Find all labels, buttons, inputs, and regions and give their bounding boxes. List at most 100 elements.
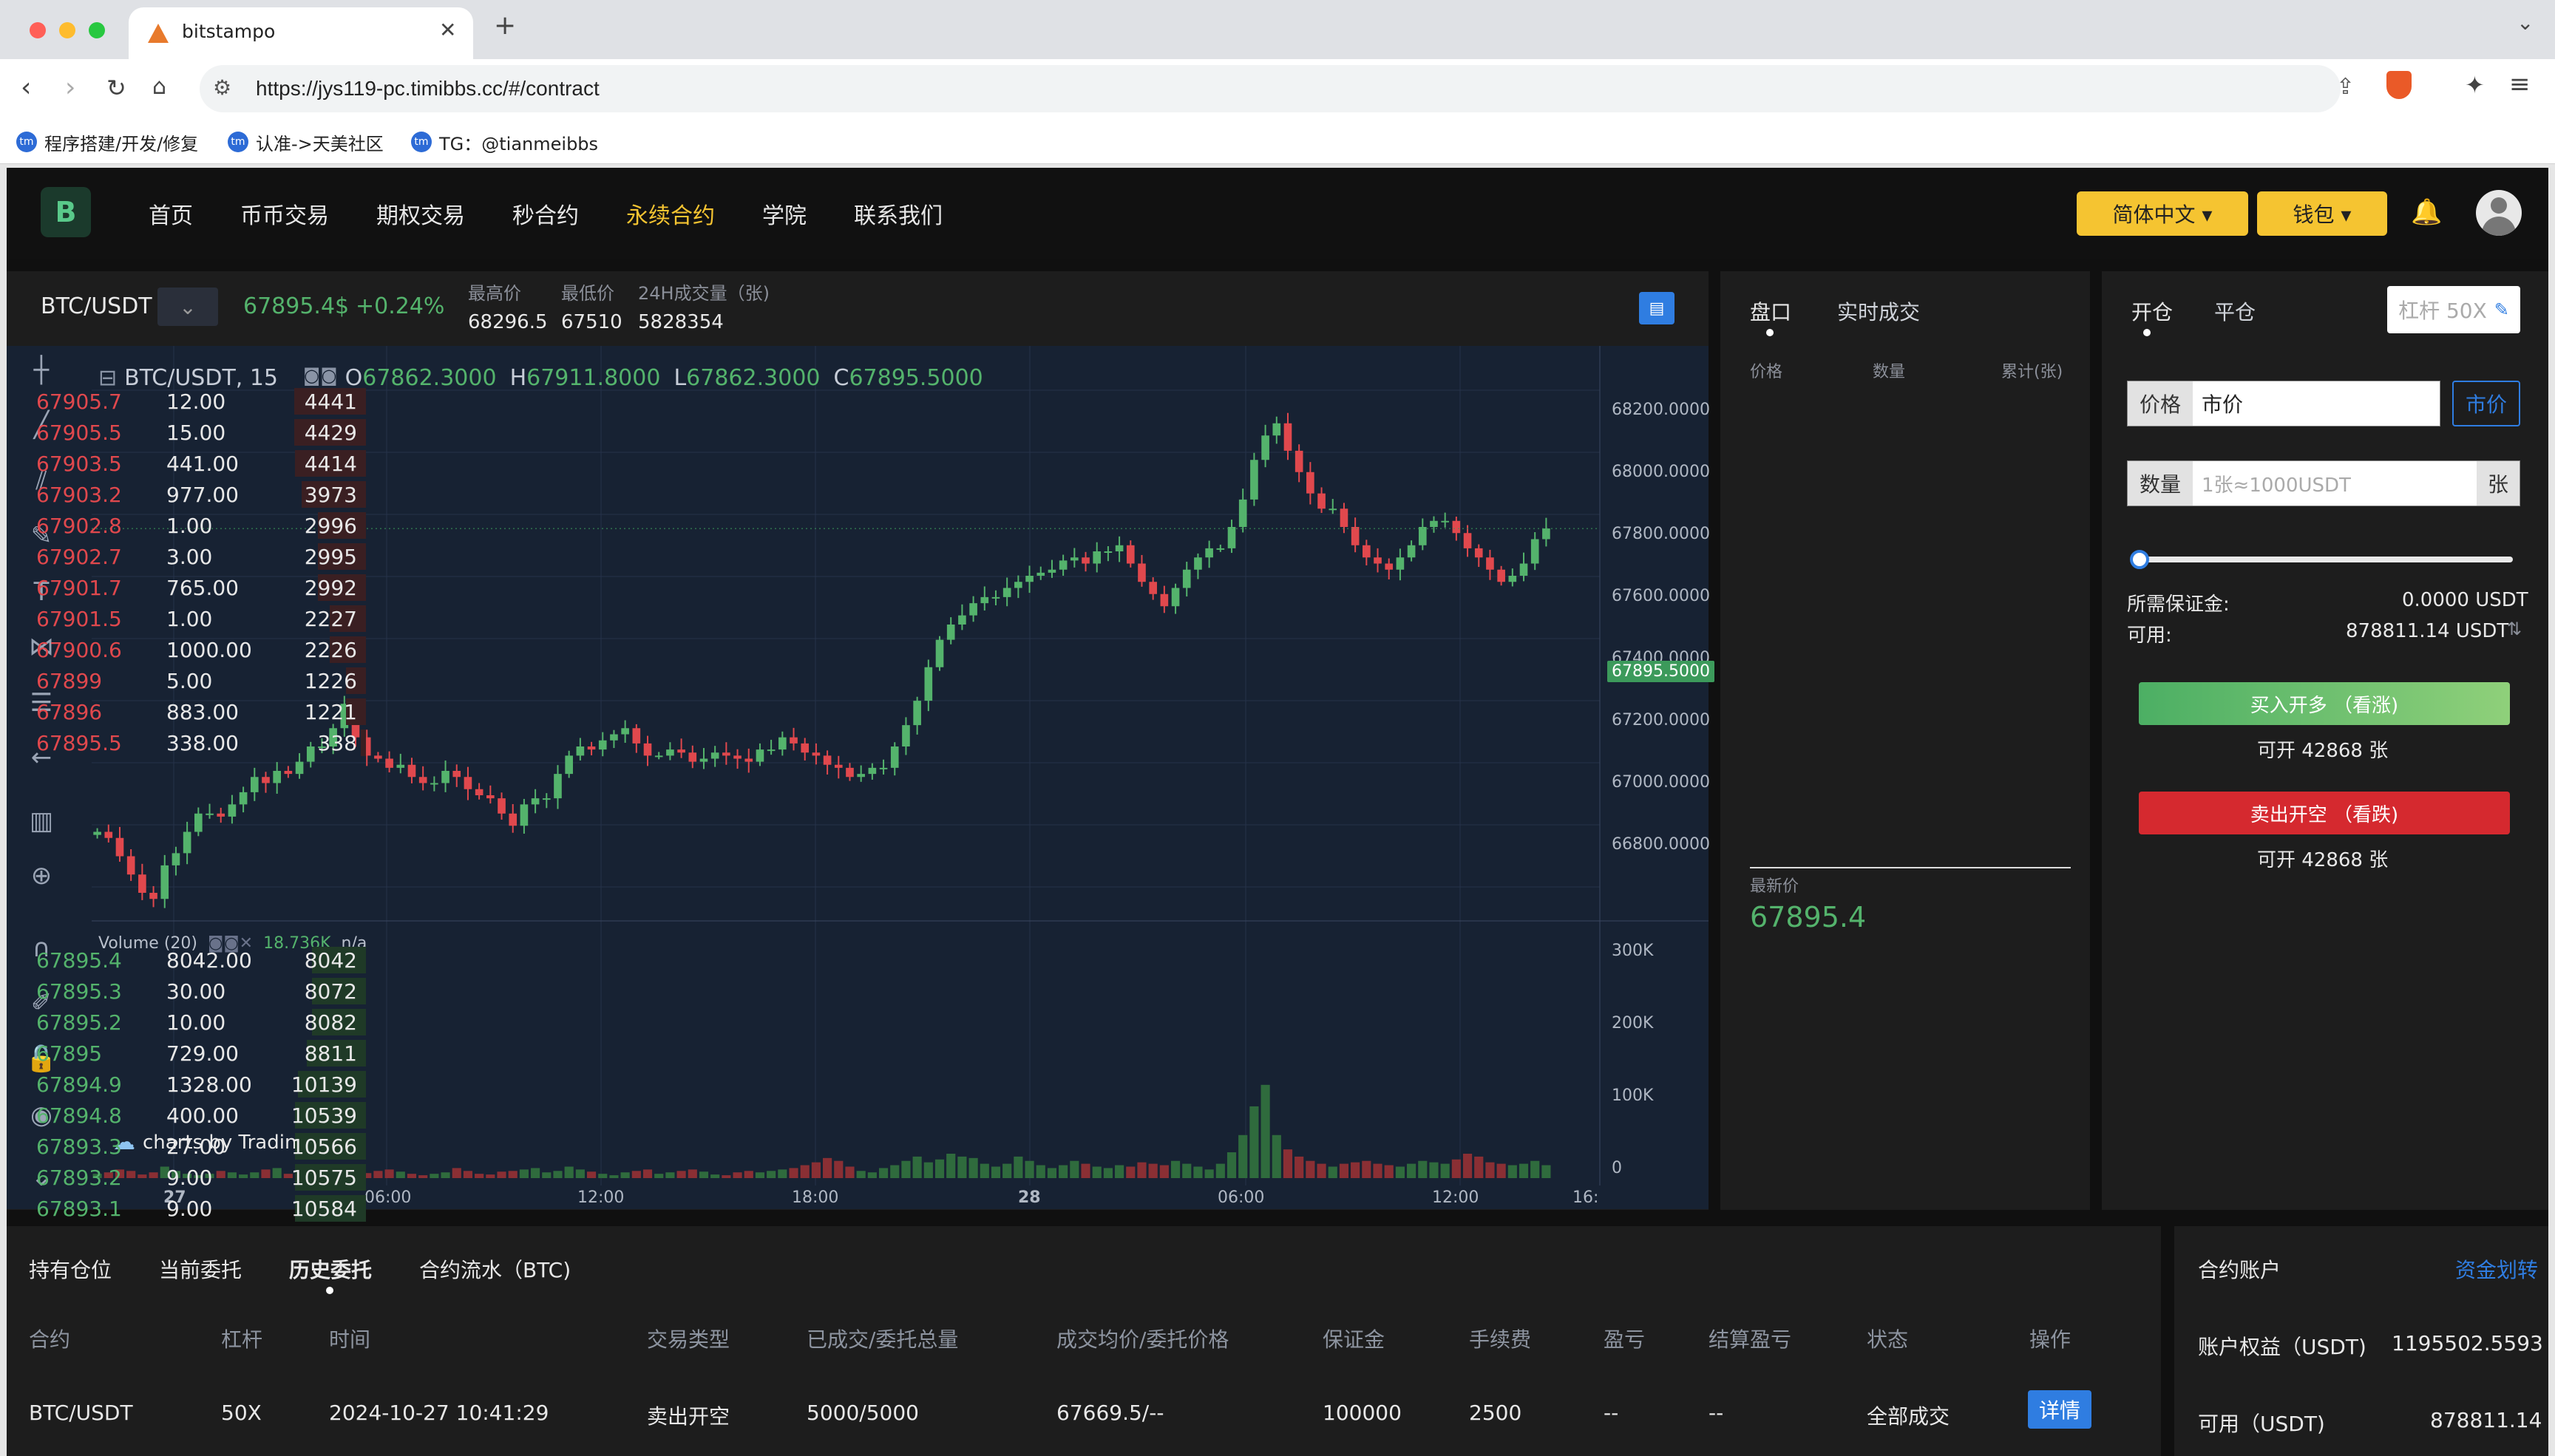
- fib-icon[interactable]: ⫽: [35, 466, 47, 496]
- tab-contract-ledger[interactable]: 合约流水（BTC): [419, 1258, 571, 1282]
- bid-row[interactable]: 67893.2 9.00 10575: [36, 1163, 366, 1194]
- candle-body: [1340, 508, 1348, 527]
- bookmark-item[interactable]: tm 认准->天美社区: [228, 129, 384, 155]
- time-tick: 28: [1018, 1188, 1041, 1207]
- close-window-dot[interactable]: [30, 22, 46, 38]
- measure-icon[interactable]: ▥: [29, 806, 54, 836]
- ask-row[interactable]: 67900.6 1000.00 2226: [36, 635, 366, 666]
- lock-icon[interactable]: 🔓: [25, 1044, 58, 1074]
- wallet-button[interactable]: 钱包 ▾: [2257, 191, 2387, 236]
- prediction-icon[interactable]: ☰: [30, 688, 53, 718]
- nav-item-spot[interactable]: 币币交易: [240, 203, 329, 229]
- nav-item-options[interactable]: 期权交易: [376, 203, 465, 229]
- ask-row[interactable]: 67896 883.00 1221: [36, 697, 366, 728]
- menu-icon[interactable]: ≡: [2509, 69, 2531, 99]
- market-price-button[interactable]: 市价: [2452, 381, 2520, 426]
- ask-row[interactable]: 67901.5 1.00 2227: [36, 604, 366, 635]
- ask-row[interactable]: 67895.5 338.00 338: [36, 728, 366, 759]
- forward-icon[interactable]: ›: [65, 72, 76, 103]
- quantity-field[interactable]: 数量 1张≈1000USDT 张: [2127, 460, 2520, 506]
- bookmark-icon[interactable]: ⌂: [152, 74, 167, 100]
- chevron-down-icon[interactable]: ⌄: [30, 1163, 52, 1192]
- brave-shield-icon[interactable]: [2386, 71, 2412, 99]
- tab-orderbook[interactable]: 盘口: [1750, 300, 1792, 324]
- tab-close[interactable]: 平仓: [2214, 300, 2256, 324]
- bid-row[interactable]: 67893.3 27.00 10566: [36, 1132, 366, 1163]
- tab-close-icon[interactable]: ✕: [439, 18, 457, 42]
- indicator-toggle-icon[interactable]: ▤: [1639, 292, 1675, 324]
- nav-item-perpetual[interactable]: 永续合约: [626, 203, 715, 229]
- amount-slider[interactable]: [2130, 550, 2513, 569]
- quantity-input[interactable]: 1张≈1000USDT: [2202, 474, 2351, 497]
- tradingview-chart[interactable]: ┼ ╱ ⫽ ✎ T ⋈ ☰ ← ▥ ⊕ ∩ ✐ 🔓 ◉ ⌄ ⊟ BTC/USDT…: [7, 346, 1714, 1209]
- tab-trades[interactable]: 实时成交: [1837, 300, 1921, 324]
- volume-bar: [542, 1172, 552, 1178]
- url-field[interactable]: ⚙ https://jys119-pc.timibbs.cc/#/contrac…: [200, 65, 2355, 112]
- magnet-icon[interactable]: ∩: [32, 933, 51, 963]
- transfer-link[interactable]: 资金划转: [2455, 1258, 2539, 1282]
- candle-body: [935, 639, 944, 667]
- maximize-window-dot[interactable]: [89, 22, 105, 38]
- zoom-icon[interactable]: ⊕: [30, 861, 52, 891]
- tab-open-orders[interactable]: 当前委托: [159, 1258, 242, 1282]
- nav-item-second-contract[interactable]: 秒合约: [512, 203, 579, 229]
- pattern-icon[interactable]: ⋈: [29, 632, 54, 661]
- new-tab-icon[interactable]: +: [494, 10, 517, 41]
- brush-icon[interactable]: ✎: [30, 521, 52, 551]
- crosshair-icon[interactable]: ┼: [33, 356, 50, 385]
- leverage-button[interactable]: 杠杆 50X ✎: [2387, 286, 2520, 333]
- ask-row[interactable]: 67905.7 12.00 4441: [36, 387, 366, 418]
- ask-row[interactable]: 67902.7 3.00 2995: [36, 542, 366, 573]
- share-icon[interactable]: ⇪: [2336, 74, 2355, 100]
- ask-row[interactable]: 67899 5.00 1226: [36, 666, 366, 697]
- bid-row[interactable]: 67895.4 8042.00 8042: [36, 945, 366, 976]
- avatar[interactable]: [2476, 190, 2522, 236]
- bid-row[interactable]: 67895 729.00 8811: [36, 1038, 366, 1069]
- bid-row[interactable]: 67894.9 1328.00 10139: [36, 1069, 366, 1100]
- tab-open[interactable]: 开仓: [2131, 300, 2174, 324]
- sell-short-button[interactable]: 卖出开空 （看跌): [2139, 792, 2510, 834]
- ask-row[interactable]: 67905.5 15.00 4429: [36, 418, 366, 449]
- bid-row[interactable]: 67895.3 30.00 8072: [36, 976, 366, 1007]
- bid-row[interactable]: 67895.2 10.00 8082: [36, 1007, 366, 1038]
- tab-positions[interactable]: 持有仓位: [29, 1258, 112, 1282]
- extensions-icon[interactable]: ✦: [2465, 71, 2485, 99]
- quantity-label: 数量: [2128, 461, 2193, 506]
- volume-bar: [1407, 1163, 1416, 1178]
- back-arrow-icon[interactable]: ←: [30, 743, 52, 772]
- browser-tab[interactable]: bitstampo ✕: [129, 7, 473, 59]
- candle-body: [846, 767, 854, 778]
- nav-item-academy[interactable]: 学院: [762, 203, 807, 229]
- legend-collapse-icon[interactable]: ⊟: [98, 365, 118, 391]
- trendline-icon[interactable]: ╱: [33, 410, 50, 440]
- bell-icon[interactable]: 🔔: [2411, 197, 2443, 227]
- nav-item-contact[interactable]: 联系我们: [854, 203, 943, 229]
- ask-row[interactable]: 67901.7 765.00 2992: [36, 573, 366, 604]
- nav-item-home[interactable]: 首页: [149, 203, 193, 229]
- eye-icon[interactable]: ◉: [30, 1100, 52, 1130]
- ask-row[interactable]: 67903.5 441.00 4414: [36, 449, 366, 480]
- swap-icon[interactable]: ⇅: [2507, 619, 2522, 639]
- lock-drawing-icon[interactable]: ✐: [30, 988, 52, 1018]
- detail-button[interactable]: 详情: [2028, 1390, 2091, 1429]
- text-icon[interactable]: T: [33, 577, 50, 607]
- bookmark-item[interactable]: tm TG：@tianmeibbs: [411, 129, 598, 155]
- pair-select[interactable]: ⌄: [157, 288, 218, 326]
- bid-row[interactable]: 67894.8 400.00 10539: [36, 1100, 366, 1132]
- language-button[interactable]: 简体中文 ▾: [2077, 191, 2248, 236]
- tab-list-chevron-icon[interactable]: ⌄: [2517, 10, 2534, 35]
- minimize-window-dot[interactable]: [59, 22, 75, 38]
- ask-row[interactable]: 67903.2 977.00 3973: [36, 480, 366, 511]
- back-icon[interactable]: ‹: [21, 72, 32, 103]
- site-settings-icon[interactable]: ⚙: [213, 75, 232, 100]
- bid-row[interactable]: 67893.1 9.00 10584: [36, 1194, 366, 1225]
- logo[interactable]: B: [41, 187, 91, 237]
- price-tick: 66800.0000: [1612, 835, 1710, 854]
- bookmark-item[interactable]: tm 程序搭建/开发/修复: [16, 129, 198, 155]
- slider-handle[interactable]: [2130, 550, 2149, 569]
- reload-icon[interactable]: ↻: [106, 74, 126, 102]
- buy-long-button[interactable]: 买入开多 （看涨): [2139, 682, 2510, 725]
- ask-row[interactable]: 67902.8 1.00 2996: [36, 511, 366, 542]
- tab-order-history[interactable]: 历史委托: [289, 1258, 373, 1282]
- price-field[interactable]: 价格 市价: [2127, 381, 2440, 426]
